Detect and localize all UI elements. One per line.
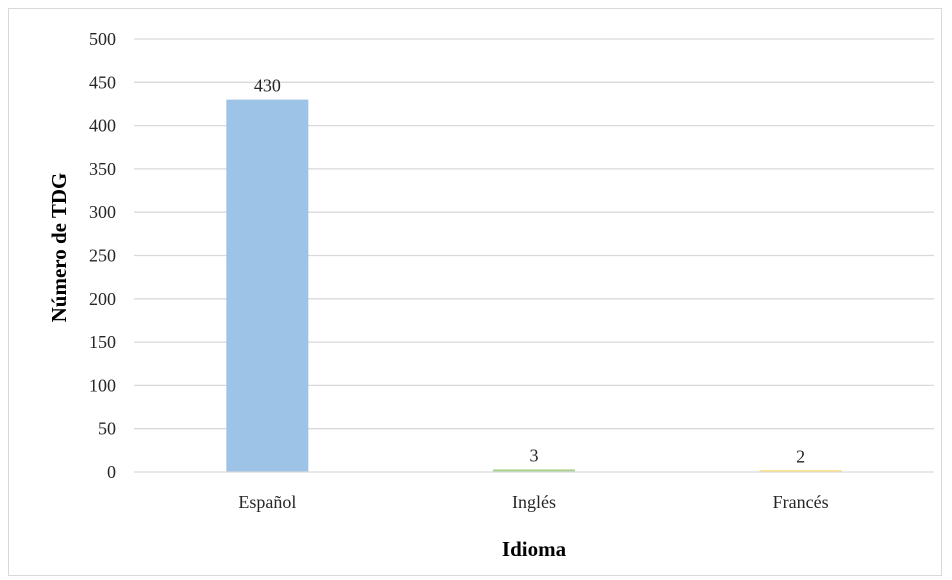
y-tick-label: 250 [89, 246, 116, 266]
y-tick-label: 200 [89, 289, 116, 309]
bar [759, 470, 842, 472]
data-labels: 430 3 2 [254, 76, 805, 467]
y-tick-label: 300 [89, 202, 116, 222]
x-tick-label: Inglés [512, 492, 556, 512]
data-label: 430 [254, 76, 281, 96]
y-tick-label: 400 [89, 116, 116, 136]
x-axis-ticks: Español Inglés Francés [238, 492, 828, 512]
y-tick-label: 0 [107, 462, 116, 482]
y-tick-label: 350 [89, 159, 116, 179]
x-axis-title: Idioma [502, 537, 567, 561]
y-tick-label: 450 [89, 72, 116, 92]
y-tick-label: 500 [89, 29, 116, 49]
y-axis-ticks: 0 50 100 150 200 250 300 350 400 450 500 [89, 29, 116, 482]
bar [493, 469, 575, 472]
bar [226, 99, 309, 473]
chart-frame [8, 8, 942, 576]
data-label: 3 [530, 445, 539, 465]
y-axis-title: Número de TDG [47, 173, 71, 323]
y-tick-label: 50 [98, 419, 116, 439]
y-tick-label: 100 [89, 375, 116, 395]
x-tick-label: Español [238, 492, 296, 512]
y-tick-label: 150 [89, 332, 116, 352]
x-tick-label: Francés [773, 492, 829, 512]
data-label: 2 [796, 446, 805, 466]
bars [226, 99, 842, 473]
